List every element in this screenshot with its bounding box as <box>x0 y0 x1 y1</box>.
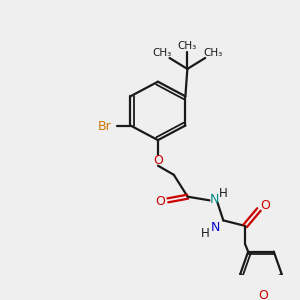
Text: H: H <box>201 227 210 240</box>
Text: O: O <box>155 195 165 208</box>
Text: O: O <box>258 289 268 300</box>
Text: CH₃: CH₃ <box>152 48 171 59</box>
Text: Br: Br <box>98 120 112 133</box>
Text: CH₃: CH₃ <box>178 41 197 51</box>
Text: CH₃: CH₃ <box>203 48 223 59</box>
Text: O: O <box>153 154 163 167</box>
Text: N: N <box>210 193 219 206</box>
Text: O: O <box>260 199 270 212</box>
Text: H: H <box>219 187 228 200</box>
Text: N: N <box>211 221 220 234</box>
